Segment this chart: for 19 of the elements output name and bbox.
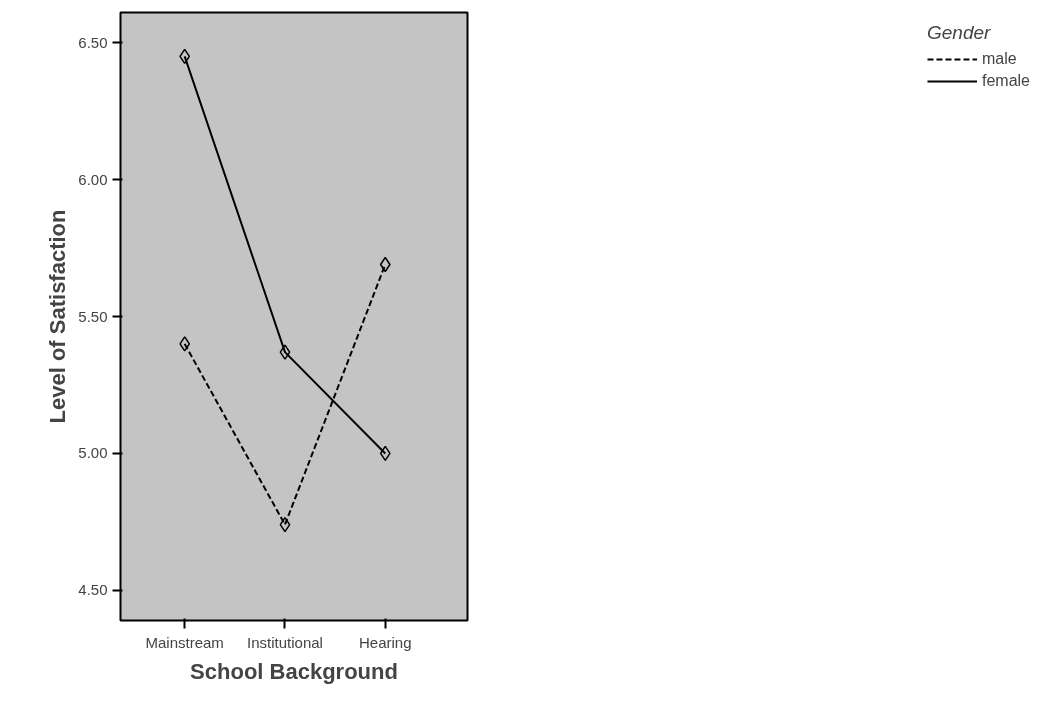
point (379, 445, 391, 462)
legend-title: Gender (926, 22, 992, 44)
y-tick-label: 5.00 (78, 444, 108, 462)
legend-label: female (981, 72, 1030, 90)
y-tick-label: 4.50 (78, 581, 108, 599)
point (179, 336, 191, 352)
y-tick-label: 6.50 (78, 33, 108, 51)
x-tick-label: Mainstream (145, 633, 224, 651)
y-axis-title: Level of Satisfaction (45, 209, 71, 424)
y-tick-label: 5.50 (78, 307, 108, 325)
point (279, 516, 291, 533)
y-tick-label: 6.00 (78, 170, 108, 188)
point (279, 344, 291, 360)
x-axis-title: School Background (190, 658, 398, 684)
x-tick-label: Hearing (359, 633, 412, 651)
point (179, 48, 191, 65)
x-tick-label: Institutional (247, 633, 323, 651)
legend-label: male (981, 50, 1017, 68)
point (379, 256, 391, 273)
